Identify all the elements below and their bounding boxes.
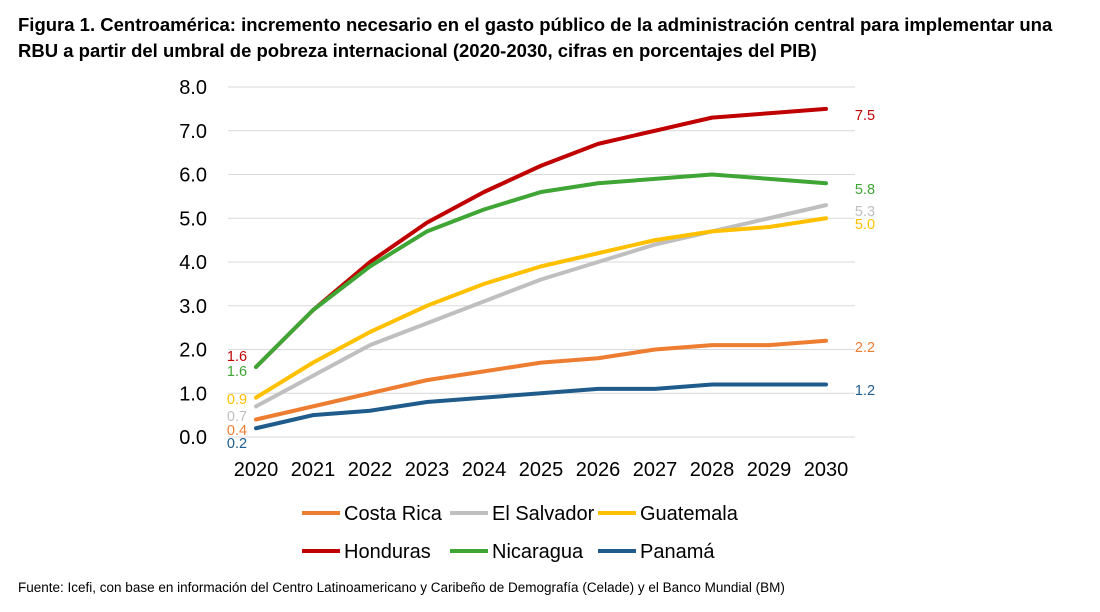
series-line-nicaragua	[254, 172, 828, 369]
legend-item: El Salvador	[450, 503, 595, 525]
source-note: Fuente: Icefi, con base en información d…	[18, 580, 785, 595]
legend-label: Panamá	[640, 541, 715, 563]
start-data-label: 1.6	[227, 349, 247, 365]
series-line-panama	[254, 382, 828, 431]
end-data-label: 5.3	[855, 204, 875, 220]
start-data-label: 1.6	[227, 364, 247, 380]
legend-label: El Salvador	[492, 503, 595, 525]
series-line-el-salvador	[254, 203, 828, 409]
x-tick-label: 2030	[804, 459, 849, 481]
y-tick-label: 4.0	[179, 252, 207, 274]
y-axis-ticks: 0.0 1.0 2.0 3.0 4.0 5.0 6.0 7.0 8.0	[179, 77, 207, 449]
start-data-label: 0.2	[227, 436, 247, 452]
x-tick-label: 2029	[747, 459, 792, 481]
x-tick-label: 2028	[690, 459, 735, 481]
y-tick-label: 7.0	[179, 121, 207, 143]
y-tick-label: 0.0	[179, 427, 207, 449]
x-tick-label: 2023	[405, 459, 450, 481]
y-tick-label: 2.0	[179, 340, 207, 362]
end-data-label: 5.8	[855, 182, 875, 198]
legend-item: Costa Rica	[302, 503, 443, 525]
data-labels: 2.2 5.35.0 7.5 5.8 1.2 0.40.70.9 1.61.6 0.2	[227, 108, 875, 452]
series-line-honduras	[254, 106, 828, 369]
end-data-label: 2.2	[855, 340, 875, 356]
legend-item: Honduras	[302, 541, 431, 563]
legend-item: Nicaragua	[450, 541, 584, 563]
start-data-label: 0.4	[227, 423, 247, 439]
x-tick-label: 2025	[519, 459, 564, 481]
end-data-label: 5.0	[855, 217, 875, 233]
y-tick-label: 5.0	[179, 208, 207, 230]
x-tick-label: 2021	[291, 459, 336, 481]
y-tick-label: 1.0	[179, 383, 207, 405]
x-tick-label: 2022	[348, 459, 393, 481]
legend-item: Guatemala	[598, 503, 739, 525]
start-data-label: 0.7	[227, 409, 247, 425]
legend-label: Honduras	[344, 541, 431, 563]
legend-label: Costa Rica	[344, 503, 443, 525]
gridlines	[228, 86, 855, 438]
series-line-guatemala	[254, 216, 828, 400]
series-lines	[254, 106, 828, 431]
x-axis-ticks: 2020 2021 2022 2023 2024 2025 2026 2027 2028 2029…	[234, 459, 849, 481]
x-tick-label: 2024	[462, 459, 507, 481]
series-line-costa-rica	[254, 338, 828, 422]
legend: Costa Rica El Salvador Guatemala Honduras Ni…	[302, 503, 739, 563]
line-chart: 0.0 1.0 2.0 3.0 4.0 5.0 6.0 7.0 8.0 2020 2021 2022…	[179, 77, 875, 563]
x-tick-label: 2027	[633, 459, 678, 481]
y-tick-label: 8.0	[179, 77, 207, 99]
legend-label: Nicaragua	[492, 541, 584, 563]
y-tick-label: 3.0	[179, 296, 207, 318]
chart-title: Figura 1. Centroamérica: incremento nece…	[18, 14, 1053, 61]
end-data-label: 1.2	[855, 383, 875, 399]
end-data-label: 7.5	[855, 108, 875, 124]
x-tick-label: 2026	[576, 459, 621, 481]
legend-label: Guatemala	[640, 503, 739, 525]
start-data-label: 0.9	[227, 392, 247, 408]
x-tick-label: 2020	[234, 459, 279, 481]
y-tick-label: 6.0	[179, 165, 207, 187]
legend-item: Panamá	[598, 541, 715, 563]
